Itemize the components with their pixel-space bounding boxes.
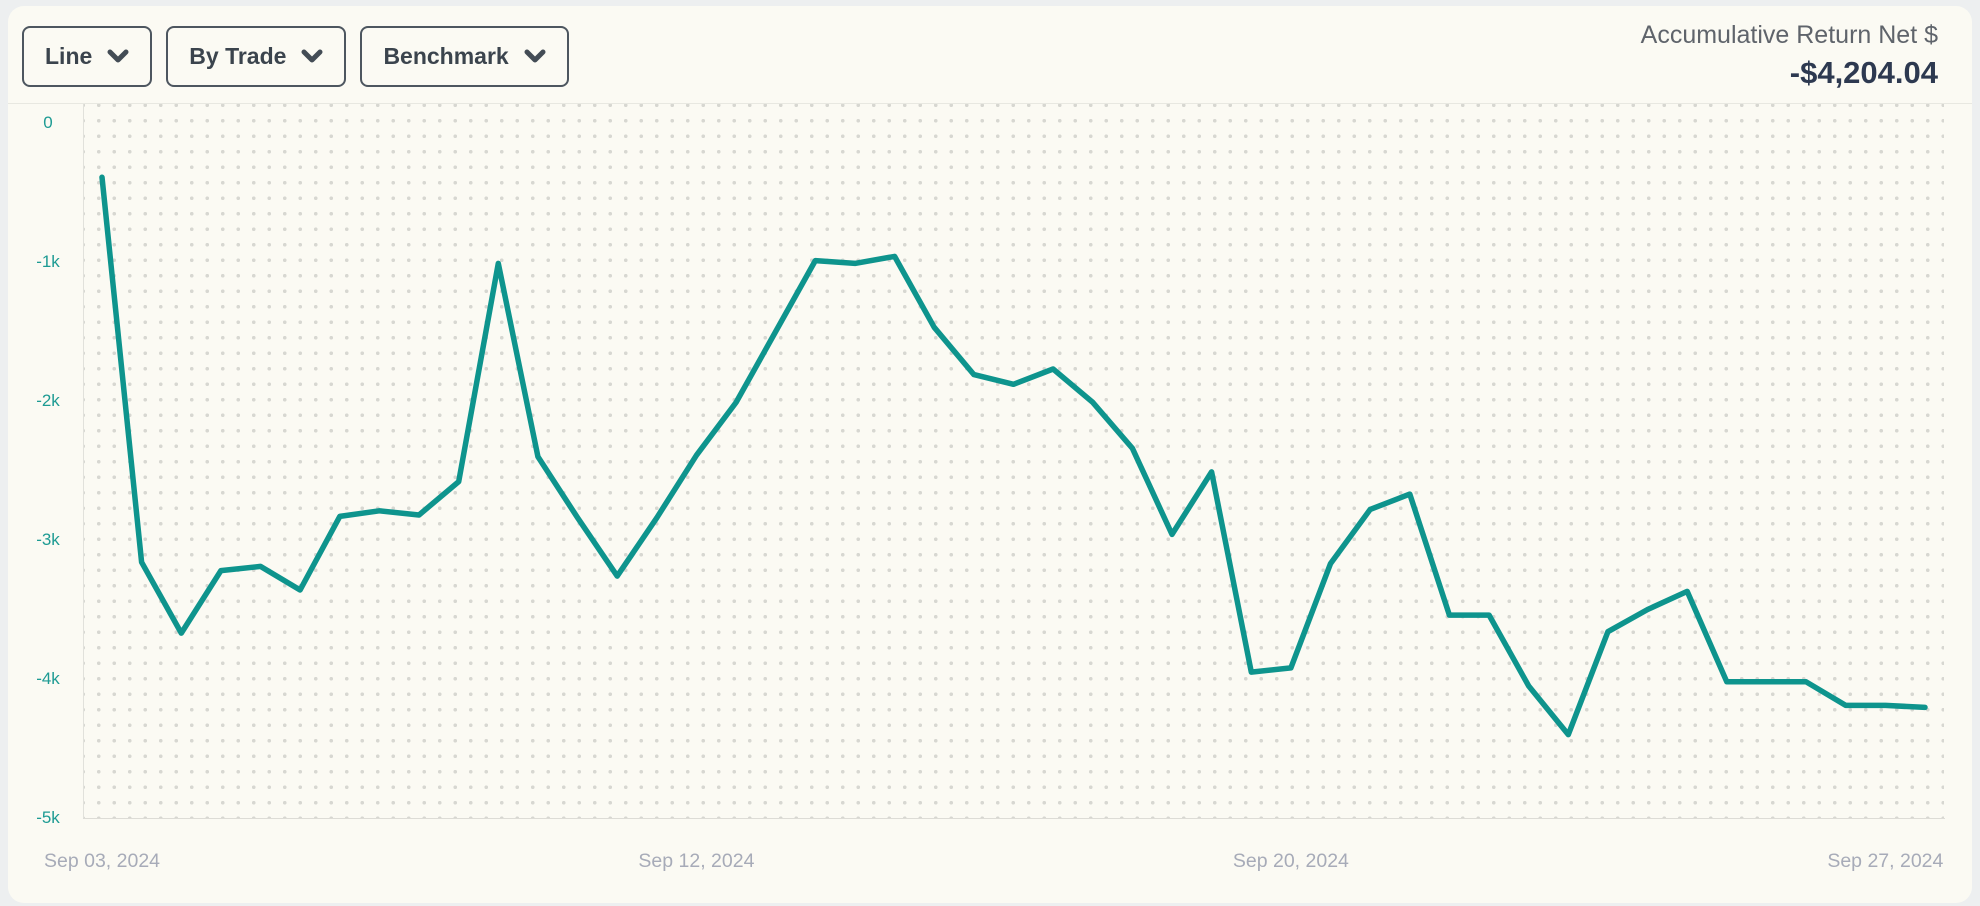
returns-chart-card: Line By Trade Benchmark Accumulative Ret… (8, 6, 1972, 903)
y-axis-tick: -5k (36, 808, 60, 827)
aggregation-dropdown-label: By Trade (189, 43, 287, 69)
chart-plot-area (84, 104, 1944, 818)
y-axis-line (83, 104, 84, 818)
metric-value: -$4,204.04 (1789, 55, 1938, 90)
x-axis-tick: Sep 27, 2024 (1827, 850, 1944, 872)
y-axis-tick: -3k (36, 530, 60, 549)
chart-type-dropdown[interactable]: Line (22, 26, 153, 87)
x-axis-tick: Sep 12, 2024 (638, 850, 755, 872)
chevron-down-icon (107, 49, 129, 64)
y-axis-tick: -1k (36, 252, 60, 271)
metric-summary: Accumulative Return Net $ -$4,204.04 (1641, 18, 1938, 94)
y-axis-tick: -4k (36, 669, 60, 688)
chevron-down-icon (524, 49, 546, 64)
chart-filter-toolbar: Line By Trade Benchmark (22, 26, 569, 87)
x-axis-line (83, 818, 1945, 819)
y-axis-tick: -2k (36, 391, 60, 410)
x-axis-tick: Sep 20, 2024 (1232, 850, 1349, 872)
metric-label: Accumulative Return Net $ (1640, 21, 1938, 49)
chart-type-dropdown-label: Line (45, 43, 93, 69)
benchmark-dropdown-label: Benchmark (383, 43, 509, 69)
benchmark-dropdown[interactable]: Benchmark (360, 26, 569, 87)
y-axis-tick: 0 (43, 113, 53, 132)
x-axis-tick: Sep 03, 2024 (43, 850, 161, 872)
chevron-down-icon (301, 49, 323, 64)
header-divider (8, 103, 1972, 104)
aggregation-dropdown[interactable]: By Trade (166, 26, 347, 87)
